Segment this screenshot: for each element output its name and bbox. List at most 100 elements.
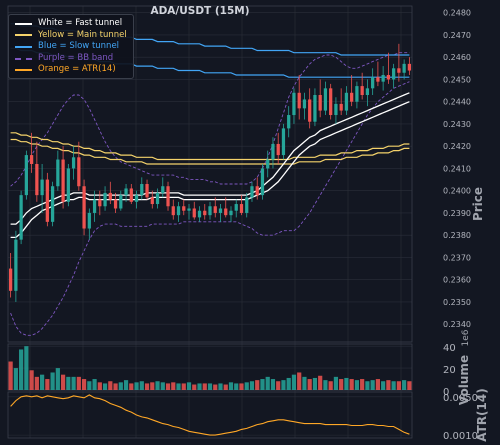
candle-body	[77, 157, 81, 187]
volume-bar	[50, 372, 55, 390]
candle-body	[187, 208, 191, 211]
candle	[344, 86, 349, 116]
volume-bar	[207, 383, 213, 390]
candle	[45, 172, 49, 227]
volume-axis-label: Volume	[457, 355, 471, 405]
volume-bar	[223, 384, 228, 390]
volume-bar	[129, 383, 134, 390]
candle-body	[87, 212, 91, 229]
candle	[407, 57, 412, 75]
volume-bar	[197, 383, 202, 390]
candle	[171, 199, 175, 220]
volume-bar	[386, 380, 391, 390]
volume-bar	[165, 383, 171, 390]
volume-bar	[302, 376, 307, 390]
candle	[82, 179, 86, 236]
volume-bar	[260, 379, 265, 390]
volume-bar	[45, 379, 50, 390]
volume-bar	[375, 379, 380, 390]
candle-body	[108, 192, 112, 200]
volume-bar	[391, 381, 396, 390]
candle	[271, 137, 275, 169]
candle-body	[402, 63, 406, 73]
bb-upper-line	[10, 52, 410, 187]
candle	[8, 252, 13, 298]
main-tunnel-lower	[10, 138, 410, 165]
volume-bar	[213, 384, 218, 390]
candle	[56, 150, 60, 191]
candle-body	[98, 199, 102, 207]
volume-bar	[281, 380, 286, 390]
candle-body	[397, 68, 401, 73]
volume-bar	[87, 381, 92, 390]
candle	[61, 146, 65, 209]
candle	[108, 181, 112, 205]
candle	[71, 146, 76, 180]
candle-body	[255, 186, 259, 196]
candle-body	[260, 168, 265, 196]
candle-body	[176, 206, 181, 216]
candle	[134, 190, 139, 209]
volume-bar	[66, 376, 71, 390]
candle	[308, 88, 312, 129]
candle-body	[318, 95, 322, 111]
volume-tick-label: 40	[443, 343, 456, 354]
volume-bar	[192, 384, 197, 390]
candle-body	[229, 210, 233, 216]
volume-bar	[360, 379, 365, 390]
candle	[218, 204, 223, 222]
volume-bar	[139, 381, 144, 390]
volume-bar	[108, 381, 113, 390]
legend-entry: Purple = BB band	[15, 53, 127, 65]
price-tick-label: 0.2350	[443, 298, 471, 307]
candle	[292, 88, 296, 124]
candle-body	[35, 163, 39, 196]
candle-body	[334, 103, 338, 116]
volume-bar	[291, 374, 297, 390]
candle-body	[92, 199, 97, 213]
candle	[402, 59, 406, 80]
candle	[145, 179, 149, 200]
candle	[260, 163, 265, 200]
candle-body	[145, 184, 149, 198]
volume-bar	[323, 380, 328, 390]
candle-body	[376, 77, 380, 82]
candle-body	[329, 88, 333, 116]
candle-body	[29, 155, 34, 164]
candle	[197, 206, 202, 222]
price-tick-label: 0.2430	[443, 120, 471, 129]
volume-tick-label: 20	[443, 365, 456, 376]
volume-bar	[76, 376, 81, 390]
candle-body	[192, 208, 196, 218]
candle	[166, 181, 170, 211]
price-tick-label: 0.2390	[443, 209, 471, 218]
candle-body	[71, 157, 76, 169]
legend-entry: White = Fast tunnel	[15, 18, 127, 30]
volume-bar	[160, 382, 165, 390]
candle	[360, 72, 364, 100]
candle	[50, 181, 55, 227]
price-tick-label: 0.2400	[443, 187, 471, 196]
candle	[203, 204, 207, 220]
legend-label: White = Fast tunnel	[38, 18, 123, 28]
candle	[276, 132, 280, 164]
candle-body	[24, 155, 28, 196]
candle	[213, 197, 217, 218]
candle	[98, 190, 102, 216]
candle-body	[365, 88, 370, 96]
fast-tunnel-lower	[10, 101, 410, 239]
atr-line	[10, 394, 410, 436]
panel-frame	[7, 5, 413, 343]
volume-bar	[34, 376, 39, 390]
axes: 0.2340 0.2350 0.2360 0.2370 0.2380 0.2390 0.24…	[443, 9, 489, 442]
volume-bar	[186, 382, 192, 390]
candle	[92, 190, 97, 222]
candle	[155, 188, 160, 209]
volume-bar	[81, 379, 87, 390]
candle-body	[381, 74, 385, 82]
volume-bar	[270, 379, 276, 390]
price-tick-label: 0.2470	[443, 31, 471, 40]
candle	[224, 197, 228, 218]
volume-bar	[354, 380, 360, 390]
